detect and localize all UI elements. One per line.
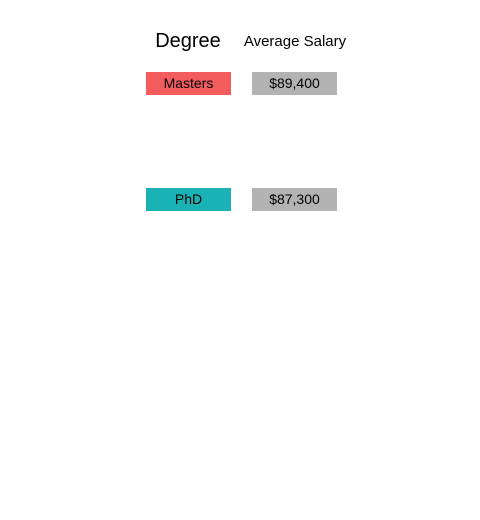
salary-cell-phd: $87,300 [252, 188, 337, 211]
salary-cell-masters: $89,400 [252, 72, 337, 95]
degree-cell-phd: PhD [146, 188, 231, 211]
degree-cell-masters: Masters [146, 72, 231, 95]
average-salary-column-header: Average Salary [243, 33, 347, 50]
degree-column-header: Degree [155, 30, 221, 52]
